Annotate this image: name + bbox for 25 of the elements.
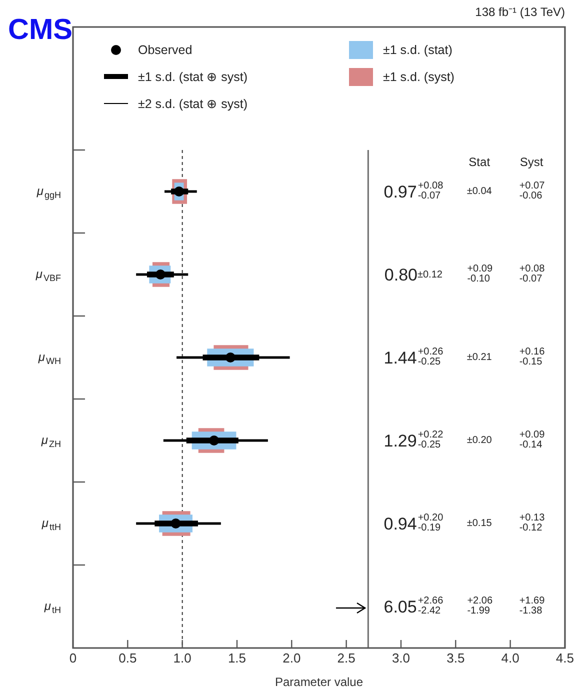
annotation: ±0.15: [466, 518, 492, 528]
x-tick-label: 0: [69, 650, 77, 666]
legend-label: Observed: [138, 42, 192, 56]
chart-subtitle: 138 fb⁻¹ (13 TeV): [475, 4, 565, 20]
x-tick-label: 4.0: [501, 650, 520, 666]
annotation: ±0.20: [466, 434, 492, 446]
chart-title: CMS: [8, 14, 72, 47]
x-tick-label: 1.5: [228, 650, 246, 666]
legend-label: ±1 s.d. (syst): [383, 70, 454, 84]
annotation: ±0.04: [466, 186, 492, 196]
x-tick-label: 0.5: [118, 650, 137, 666]
legend-label: ±2 s.d. (stat ⊕ syst): [138, 96, 248, 111]
annotation: ±0.21: [466, 352, 492, 362]
x-tick-label: 2.0: [282, 650, 301, 666]
annotation: Stat: [468, 155, 490, 169]
x-tick-label: 2.5: [337, 650, 356, 666]
x-tick-label: 3.5: [446, 650, 465, 666]
legend-label: ±1 s.d. (stat ⊕ syst): [138, 69, 248, 84]
x-tick-label: 1.0: [173, 650, 192, 666]
x-axis-title: Parameter value: [274, 675, 364, 690]
x-tick-label: 3.0: [392, 650, 410, 666]
legend-label: ±1 s.d. (stat): [383, 42, 452, 56]
annotation: 0.80±0.12: [384, 265, 442, 284]
x-tick-label: 4.5: [556, 650, 574, 666]
annotation: Syst: [520, 155, 544, 169]
